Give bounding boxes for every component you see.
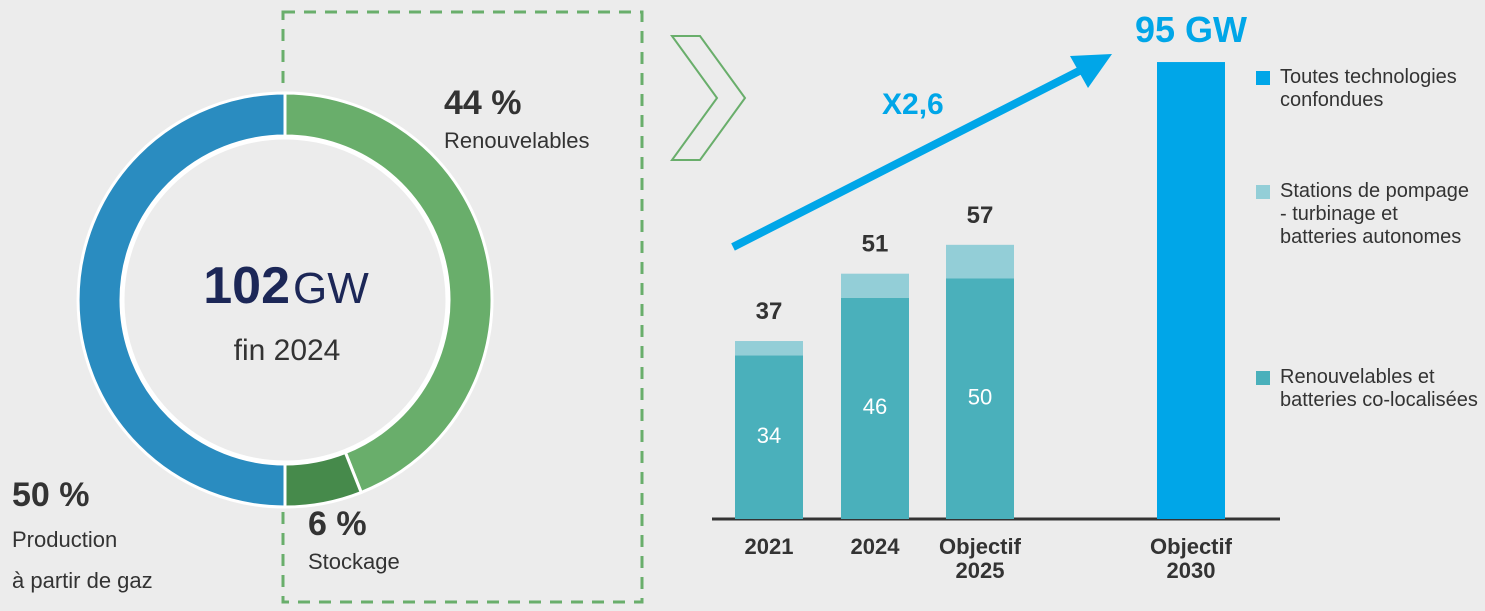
segment-label: 34 <box>757 423 781 448</box>
legend-label: Toutes technologies confondues <box>1280 66 1457 111</box>
bar-segment <box>1157 62 1225 520</box>
x-tick-label: 2021 <box>744 534 794 559</box>
slice-value-label: 44 % <box>444 84 522 122</box>
legend-label: Stations de pompage - turbinage et batte… <box>1280 180 1470 248</box>
slice-label: Stockage <box>308 549 400 574</box>
x-tick-label: Objectif 2030 <box>1150 534 1232 584</box>
bar-segment <box>735 341 803 356</box>
slice-label: Production à partir de gaz <box>12 527 153 593</box>
donut-slice <box>76 91 287 509</box>
total-label: 95 GW <box>1135 9 1247 50</box>
legend-swatch <box>1256 71 1270 85</box>
x-tick-label: Objectif 2025 <box>939 534 1021 584</box>
slice-value-label: 50 % <box>12 476 90 514</box>
slice-label: Renouvelables <box>444 128 590 153</box>
growth-arrow <box>731 64 1087 251</box>
bar-segment <box>841 273 909 298</box>
x-tick-label: 2024 <box>850 534 900 559</box>
total-label: 37 <box>756 298 783 325</box>
bar-segment <box>735 355 803 519</box>
legend-swatch <box>1256 371 1270 385</box>
center-label: fin 2024 <box>234 334 341 367</box>
donut-inner <box>121 136 449 464</box>
center-value: 102 <box>203 257 290 315</box>
segment-label: 46 <box>863 394 887 419</box>
donut-slice <box>283 91 494 495</box>
total-label: 57 <box>967 202 994 229</box>
bar-segment <box>946 278 1014 519</box>
annotation: X2,6 <box>882 88 944 121</box>
center-unit: GW <box>293 264 369 313</box>
slice-value-label: 6 % <box>308 505 367 543</box>
legend-label: Renouvelables et batteries co-localisées <box>1280 366 1478 411</box>
chevron <box>670 35 747 161</box>
bar-segment <box>841 297 909 519</box>
bar-segment <box>946 244 1014 279</box>
total-label: 51 <box>862 231 889 258</box>
legend-swatch <box>1256 185 1270 199</box>
segment-label: 50 <box>968 385 992 410</box>
arrow-head <box>1070 54 1112 88</box>
